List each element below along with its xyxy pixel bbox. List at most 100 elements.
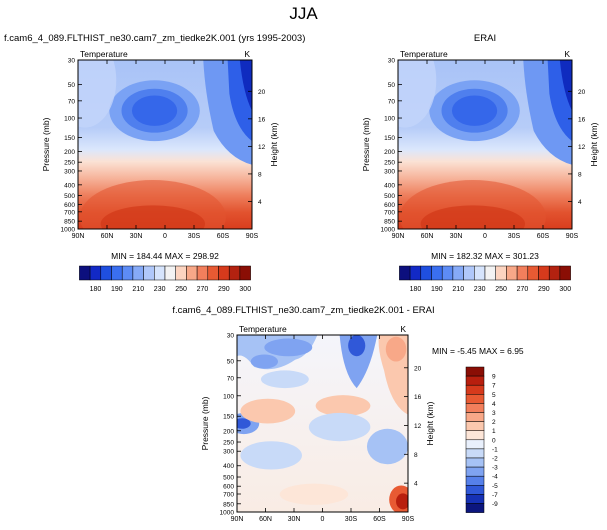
panel1-ylabel-right: Height (km) xyxy=(269,122,279,166)
panel2-colorbar-box xyxy=(538,265,550,281)
panel3-colorbar-label: -5 xyxy=(492,483,498,490)
panel2-colorbar-box xyxy=(484,265,496,281)
panel3-colorbar-box xyxy=(465,403,485,413)
panel1-ytick-right-label: 8 xyxy=(258,171,262,178)
panel3-colorbar-label: -2 xyxy=(492,456,498,463)
panel1-colorbar-label: 210 xyxy=(132,286,144,293)
panel3-ytick-label: 30 xyxy=(227,333,235,340)
panel2-colorbar-box xyxy=(441,265,454,281)
panel1-north-pale xyxy=(78,60,117,128)
panel2-ytick-right-label: 12 xyxy=(578,144,586,151)
panel1-xtick-label: 30N xyxy=(130,233,143,240)
panel2-ylabel-right: Height (km) xyxy=(589,122,599,166)
panel1-title: f.cam6_4_089.FLTHIST_ne30.cam7_zm_tiedke… xyxy=(4,33,306,44)
panel1-colorbar-label: 190 xyxy=(111,286,123,293)
panel1-xtick-label: 0 xyxy=(163,233,167,240)
panel3-right-title: K xyxy=(400,324,406,334)
panel3-ytick-right-label: 8 xyxy=(414,452,418,459)
panel1-colorbar-box xyxy=(89,265,102,281)
panel1-ytick-label: 400 xyxy=(64,182,75,189)
panel2-xtick-label: 90S xyxy=(566,233,579,240)
panel1-ytick-label: 150 xyxy=(64,135,75,142)
panel3-ytick-label: 70 xyxy=(227,375,235,382)
panel2-colorbar-box xyxy=(399,265,411,281)
panel1-ytick-label: 700 xyxy=(64,209,75,216)
panel3-ytick-label: 250 xyxy=(223,440,234,447)
panel1-colorbar-box xyxy=(196,265,209,281)
panel3-mid-warm2 xyxy=(315,395,371,417)
panel3-colorbar-box xyxy=(465,375,485,386)
panel3-colorbar-label: 5 xyxy=(492,392,496,399)
panel3-title: f.cam6_4_089.FLTHIST_ne30.cam7_zm_tiedke… xyxy=(172,305,435,316)
panel3-colorbar-label: 7 xyxy=(492,383,496,390)
panel3-mid-cool xyxy=(260,370,309,389)
panel3-colorbar-box xyxy=(465,485,485,495)
panel3-xtick-label: 30N xyxy=(288,516,301,523)
panel2-colorbar-box xyxy=(506,265,518,281)
panel2-ytick-right-label: 16 xyxy=(578,116,586,123)
panel1-polar-coldest xyxy=(239,60,252,111)
panel2-xtick-label: 60N xyxy=(421,233,434,240)
panel2-field xyxy=(398,60,572,229)
panel3-colorbar-label: 2 xyxy=(492,419,496,426)
panel2-colorbar-box xyxy=(527,265,539,281)
panel2-colorbar-label: 250 xyxy=(495,286,507,293)
panel1-colorbar-box xyxy=(218,265,230,281)
panel3-ytick-label: 600 xyxy=(223,484,234,491)
panel3-colorbar-box xyxy=(465,466,485,477)
panel1-ytick-label: 600 xyxy=(64,202,75,209)
panel2-ytick-label: 250 xyxy=(384,160,395,167)
panel2-ytick-label: 30 xyxy=(388,58,396,65)
panel1-colorbar-box xyxy=(132,265,144,281)
panel2-ytick-right-label: 4 xyxy=(578,199,582,206)
panel2-left-title: Temperature xyxy=(400,49,448,59)
panel3-colorbar-box xyxy=(465,494,485,504)
panel1-ytick-right-label: 4 xyxy=(258,199,262,206)
panel1-colorbar-box xyxy=(164,265,176,281)
panel2-ytick-label: 700 xyxy=(384,209,395,216)
panel3-low-cool xyxy=(240,441,302,470)
panel1-colorbar-label: 180 xyxy=(90,286,102,293)
panel3-colorbar-box xyxy=(465,439,485,450)
panel3-ytick-right-label: 20 xyxy=(414,365,422,372)
panel3-colorbar-label: -7 xyxy=(492,492,498,499)
panel3-ytick-label: 300 xyxy=(223,449,234,456)
panel1-colorbar-label: 300 xyxy=(239,286,251,293)
panel1-ytick-label: 200 xyxy=(64,149,75,156)
panel3-colorbar-box xyxy=(465,430,485,441)
panel3-colorbar-box xyxy=(465,421,485,431)
panel1-colorbar-box xyxy=(79,265,91,281)
panel3-colorbar-box xyxy=(465,457,485,468)
panel1-ytick-label: 850 xyxy=(64,219,75,226)
panel3-ytick-right-label: 12 xyxy=(414,423,422,430)
panel2-colorbar-box xyxy=(431,265,443,281)
panel1-ytick-right-label: 16 xyxy=(258,116,266,123)
panel3-colorbar-box xyxy=(465,503,485,513)
panel3-stats: MIN = -5.45 MAX = 6.95 xyxy=(432,346,524,356)
panel2-ytick-label: 200 xyxy=(384,149,395,156)
panel3-mid-cool2 xyxy=(308,412,371,442)
panel1-colorbar-box xyxy=(175,265,187,281)
panel3-colorbar-label: 4 xyxy=(492,401,496,408)
panel1-xtick-label: 60N xyxy=(101,233,114,240)
panel1-colorbar-box xyxy=(228,265,241,281)
panel1-left-title: Temperature xyxy=(80,49,128,59)
panel2-ytick-right-label: 8 xyxy=(578,171,582,178)
panel3-ytick-label: 200 xyxy=(223,428,234,435)
panel1-xtick-label: 90S xyxy=(246,233,259,240)
panel3-xtick-label: 60S xyxy=(373,516,386,523)
panel2-xtick-label: 30S xyxy=(508,233,521,240)
panel2-colorbar-box xyxy=(463,265,475,281)
panel1-ytick-label: 50 xyxy=(68,82,76,89)
panel1-xtick-label: 30S xyxy=(188,233,201,240)
panel1-ytick-label: 300 xyxy=(64,168,75,175)
panel3-polar-warm-core xyxy=(385,336,407,362)
panel1-ytick-right-label: 12 xyxy=(258,144,266,151)
panel2-xtick-label: 90N xyxy=(392,233,405,240)
panel3-colorbar-box xyxy=(465,475,485,486)
panel1-colorbar-box xyxy=(186,265,198,281)
panel1-colorbar-box xyxy=(154,265,166,281)
panel2-colorbar-label: 290 xyxy=(538,286,550,293)
